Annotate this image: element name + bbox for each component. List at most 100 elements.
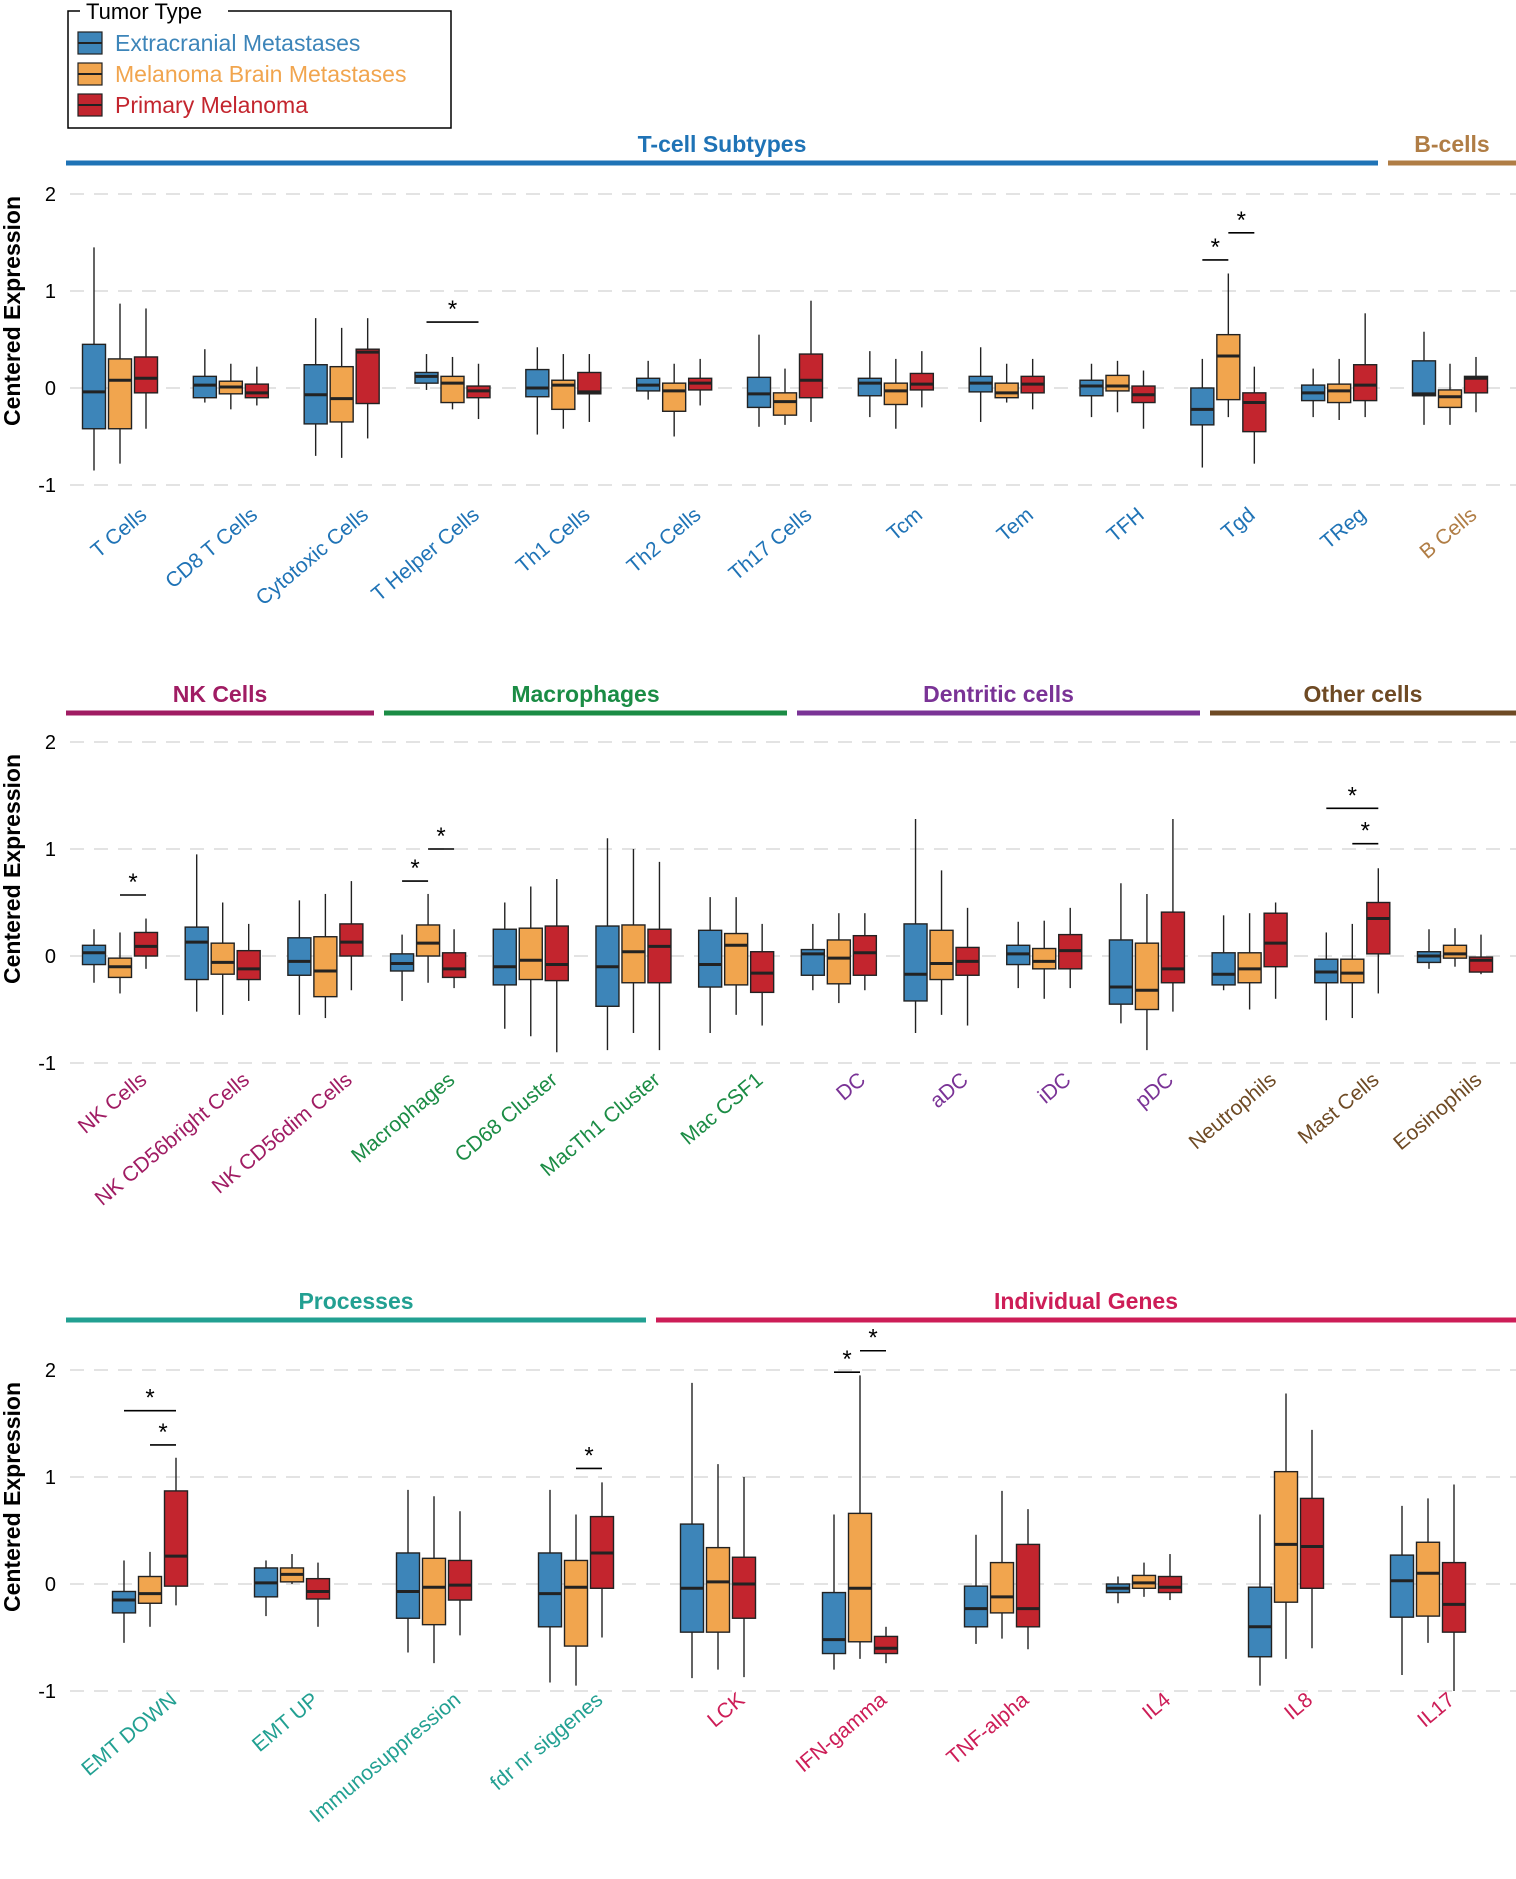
box: [798, 353, 824, 399]
y-tick-label: 1: [45, 281, 56, 303]
box: [81, 343, 107, 430]
box: [1415, 1541, 1441, 1617]
significance-star: *: [1348, 782, 1357, 809]
category-label: DC: [832, 1068, 870, 1105]
category-label: Cytotoxic Cells: [252, 503, 373, 610]
box: [647, 928, 672, 984]
category-label: IFN-gamma: [792, 1688, 892, 1777]
category-label: TFH: [1103, 503, 1149, 547]
y-tick-label: 2: [45, 732, 56, 754]
box: [903, 923, 928, 1002]
y-axis-label: Centered Expression: [0, 1382, 25, 1612]
box: [192, 375, 218, 399]
box: [1211, 952, 1236, 986]
panel-innate-cells: -1 0 1 2 Centered Expression NK Cells Macropha…: [0, 681, 1516, 1210]
category-label: B Cells: [1415, 503, 1481, 563]
panel-immune-t-b: -1 0 1 2 Centered Expression T-cell Subtypes B…: [0, 131, 1516, 610]
y-tick-label: 2: [45, 184, 56, 206]
category-label: Tcm: [883, 503, 927, 545]
box: [731, 1556, 757, 1619]
legend-frame: [67, 10, 452, 129]
box: [1442, 944, 1468, 959]
category-label: IL8: [1280, 1688, 1317, 1724]
box: [518, 927, 543, 981]
category-label: aDC: [926, 1068, 973, 1113]
box: [1032, 947, 1057, 970]
category-label: fdr nr siggenes: [486, 1688, 607, 1795]
category-label: T Cells: [87, 503, 152, 562]
category-label: Macrophages: [347, 1068, 459, 1167]
box: [994, 382, 1019, 399]
category-label: TNF-alpha: [942, 1688, 1033, 1770]
box: [772, 392, 798, 416]
legend-title-bg: [80, 0, 228, 22]
group-title: NK Cells: [173, 681, 268, 707]
significance-star: *: [410, 855, 419, 882]
box: [679, 1523, 705, 1633]
box: [661, 382, 687, 412]
box: [909, 372, 935, 391]
category-label: CD8 T Cells: [161, 503, 262, 593]
legend-title: Tumor Type: [86, 0, 202, 24]
box: [1299, 1497, 1325, 1589]
box: [137, 1575, 163, 1604]
y-tick-label: 0: [45, 1574, 56, 1596]
box: [1247, 1586, 1273, 1658]
legend-label-extracranial: Extracranial Metastases: [115, 30, 360, 56]
box: [852, 934, 878, 976]
box: [621, 924, 646, 984]
significance-star: *: [1237, 207, 1246, 234]
box: [81, 944, 107, 966]
significance-star: *: [584, 1442, 593, 1469]
significance-star: *: [448, 296, 457, 323]
box: [544, 925, 569, 982]
box: [163, 1490, 189, 1587]
box: [821, 1591, 847, 1655]
category-label: Mac CSF1: [677, 1068, 768, 1149]
category-label: NK Cells: [74, 1068, 151, 1138]
group-title: Macrophages: [511, 681, 659, 707]
box: [1441, 1561, 1467, 1633]
box: [313, 936, 338, 998]
box: [339, 923, 364, 957]
legend-label-brain: Melanoma Brain Metastases: [115, 61, 406, 87]
category-label: CD68 Cluster: [451, 1068, 562, 1167]
box: [287, 937, 312, 976]
category-label: T Helper Cells: [367, 503, 483, 606]
significance-star: *: [128, 869, 137, 896]
box: [1437, 389, 1463, 409]
box: [133, 931, 159, 957]
significance-star: *: [1361, 818, 1370, 845]
box: [1157, 1575, 1183, 1594]
box: [1340, 958, 1365, 984]
box: [1352, 364, 1378, 402]
category-label: Neutrophils: [1185, 1068, 1281, 1154]
box: [1079, 379, 1104, 397]
significance-star: *: [145, 1385, 154, 1412]
box: [1326, 383, 1352, 404]
category-label: LCK: [703, 1688, 749, 1732]
category-label: IL17: [1413, 1688, 1459, 1732]
legend-label-primary: Primary Melanoma: [115, 92, 308, 118]
category-label: Eosinophils: [1389, 1068, 1486, 1155]
y-axis-label: Centered Expression: [0, 196, 25, 426]
box: [929, 929, 954, 981]
box: [1105, 374, 1130, 392]
box: [210, 942, 235, 975]
box: [133, 356, 159, 394]
box: [1389, 1554, 1415, 1618]
box: [577, 371, 602, 395]
category-label: EMT DOWN: [77, 1688, 181, 1780]
box: [329, 365, 354, 423]
category-label: Tem: [993, 503, 1038, 546]
box: [1160, 911, 1186, 984]
y-tick-label: 1: [45, 839, 56, 861]
box: [857, 377, 883, 397]
box: [1108, 939, 1134, 1005]
box: [395, 1552, 421, 1619]
box: [847, 1512, 873, 1643]
box: [1242, 392, 1267, 433]
category-label: Th2 Cells: [623, 503, 706, 578]
box: [1190, 387, 1215, 426]
y-tick-label: -1: [38, 1681, 56, 1703]
